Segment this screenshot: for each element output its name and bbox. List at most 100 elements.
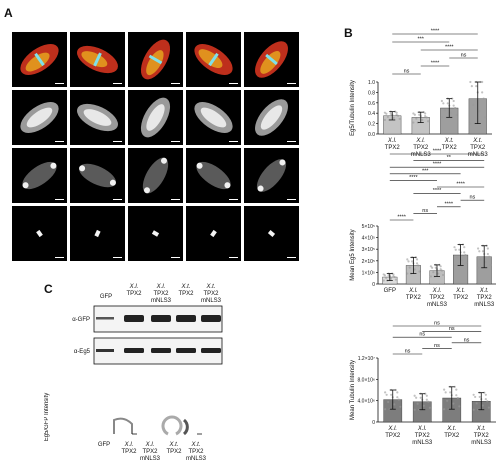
band	[201, 348, 221, 353]
significance-label: ns	[404, 69, 410, 75]
quant-x-label: X.l.	[124, 442, 134, 448]
data-point	[449, 111, 452, 114]
spindle-shape	[196, 161, 231, 190]
band	[151, 315, 171, 322]
scale-bar	[171, 140, 180, 142]
data-point	[431, 266, 434, 269]
data-point	[418, 270, 421, 273]
chromosome-spot	[94, 229, 101, 238]
data-point	[447, 408, 450, 411]
data-point	[481, 404, 484, 407]
quant-bar-partial	[161, 415, 183, 436]
y-axis-label: Eg5/Tubulin Intensity	[350, 80, 356, 136]
micrograph-image	[12, 32, 67, 87]
data-point	[425, 116, 428, 119]
spindle-pole	[279, 159, 286, 166]
data-point	[425, 394, 428, 397]
data-point	[487, 406, 490, 409]
lane-label: mNLS3	[201, 298, 222, 304]
spindle-core	[200, 107, 227, 128]
data-point	[429, 265, 433, 268]
y-tick-label: 0	[372, 420, 375, 426]
spindle-core	[260, 105, 283, 130]
data-point	[486, 400, 489, 403]
data-point	[413, 268, 416, 271]
spindle-illustration	[140, 39, 171, 80]
quant-x-label: mNLS3	[186, 456, 207, 462]
lane-label: TPX2	[178, 291, 194, 297]
data-point	[424, 114, 427, 118]
data-point	[452, 402, 455, 405]
data-point	[439, 265, 442, 268]
data-point	[456, 396, 459, 400]
x-tick-label: mNLS3	[468, 152, 489, 158]
spindle	[151, 230, 160, 237]
data-point	[429, 275, 433, 278]
data-point	[427, 120, 430, 123]
data-point	[422, 404, 425, 407]
data-point	[407, 260, 410, 263]
chromosome-spot	[36, 229, 43, 238]
micrograph-image	[70, 148, 125, 203]
data-point	[411, 260, 414, 263]
spindle	[210, 229, 217, 238]
spindle-pole	[50, 162, 57, 169]
data-point	[487, 255, 491, 258]
x-tick-label: X.l.	[415, 138, 425, 144]
spindle-illustration	[210, 229, 217, 238]
chromosome-spot	[210, 229, 217, 238]
spindle	[140, 39, 171, 80]
spindle-illustration	[77, 103, 118, 132]
data-point	[387, 400, 390, 404]
spindle-shape	[22, 161, 57, 190]
y-tick-label: 8.0×10⁶	[358, 377, 376, 383]
significance-label: ****	[445, 201, 454, 207]
data-point	[452, 104, 455, 107]
data-point	[463, 251, 466, 254]
band	[176, 348, 196, 353]
y-tick-label: 0.6	[368, 101, 375, 107]
y-tick-label: 1×10⁵	[362, 270, 375, 276]
quant-x-label: TPX2	[142, 449, 158, 455]
spindle-illustration	[77, 45, 118, 74]
spindle-illustration	[196, 161, 231, 190]
lane-label: X.t.	[205, 284, 215, 290]
x-tick-label: X.t.	[444, 138, 454, 144]
data-point	[443, 388, 446, 391]
micrograph-image	[244, 206, 299, 261]
y-tick-label: 4×10⁵	[362, 236, 375, 242]
data-point	[387, 274, 390, 277]
spindle	[194, 101, 233, 134]
mean-eg5-chart: 0 1×10⁵ 2×10⁵ 3×10⁵ 4×10⁵ 5×10⁵ Mean Eg5 Inten…	[350, 149, 496, 308]
significance-label: ns	[434, 321, 440, 327]
x-tick-label: X.t.	[479, 288, 489, 294]
y-tick-label: 4.0×10⁶	[358, 399, 376, 405]
spindle-pole	[109, 179, 116, 186]
data-point	[392, 275, 395, 278]
data-point	[408, 266, 411, 269]
significance-label: **	[447, 155, 452, 161]
y-tick-label: 0.8	[368, 90, 375, 96]
spindle	[94, 229, 101, 238]
y-tick-label: 0.2	[368, 122, 375, 128]
spindle	[77, 103, 118, 132]
spindle-illustration	[256, 159, 287, 192]
x-tick-label: TPX2	[385, 433, 401, 439]
significance-label: ****	[433, 149, 442, 155]
spindle-illustration	[36, 229, 43, 238]
data-point	[444, 391, 447, 394]
data-point	[383, 118, 386, 122]
spindle-illustration	[140, 97, 171, 138]
x-tick-label: X.l.	[387, 138, 397, 144]
significance-label: ****	[433, 188, 442, 194]
x-tick-label: GFP	[384, 288, 396, 294]
x-tick-label: X.l.	[417, 426, 427, 432]
x-tick-label: mNLS3	[427, 302, 448, 308]
spindle-illustration	[78, 163, 117, 188]
data-point	[484, 393, 487, 396]
blot-gfp	[93, 305, 223, 333]
data-point	[388, 408, 391, 411]
spindle-illustration	[22, 161, 57, 190]
data-point	[382, 279, 385, 282]
spindle-eg5	[198, 49, 223, 69]
